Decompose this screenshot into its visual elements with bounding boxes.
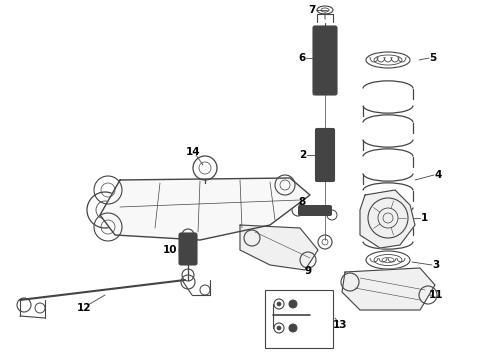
Text: 4: 4 (434, 170, 441, 180)
Circle shape (277, 326, 281, 330)
Polygon shape (240, 225, 318, 270)
Text: 12: 12 (77, 303, 91, 313)
FancyBboxPatch shape (316, 129, 335, 181)
Text: 9: 9 (304, 266, 312, 276)
Text: 10: 10 (163, 245, 177, 255)
Circle shape (289, 324, 297, 332)
FancyBboxPatch shape (298, 206, 332, 216)
Circle shape (289, 300, 297, 308)
Bar (265, 290, 333, 348)
Polygon shape (100, 178, 310, 240)
Text: 14: 14 (186, 147, 200, 157)
Text: 11: 11 (429, 290, 443, 300)
Text: 1: 1 (420, 213, 428, 223)
Text: 3: 3 (432, 260, 440, 270)
Text: 13: 13 (333, 320, 347, 330)
FancyBboxPatch shape (313, 26, 337, 95)
Text: 6: 6 (298, 53, 306, 63)
FancyBboxPatch shape (179, 233, 197, 265)
Text: 2: 2 (299, 150, 307, 160)
Text: 7: 7 (308, 5, 316, 15)
Polygon shape (360, 190, 415, 248)
Text: 8: 8 (298, 197, 306, 207)
Text: 5: 5 (429, 53, 437, 63)
Circle shape (277, 302, 281, 306)
Polygon shape (342, 268, 435, 310)
